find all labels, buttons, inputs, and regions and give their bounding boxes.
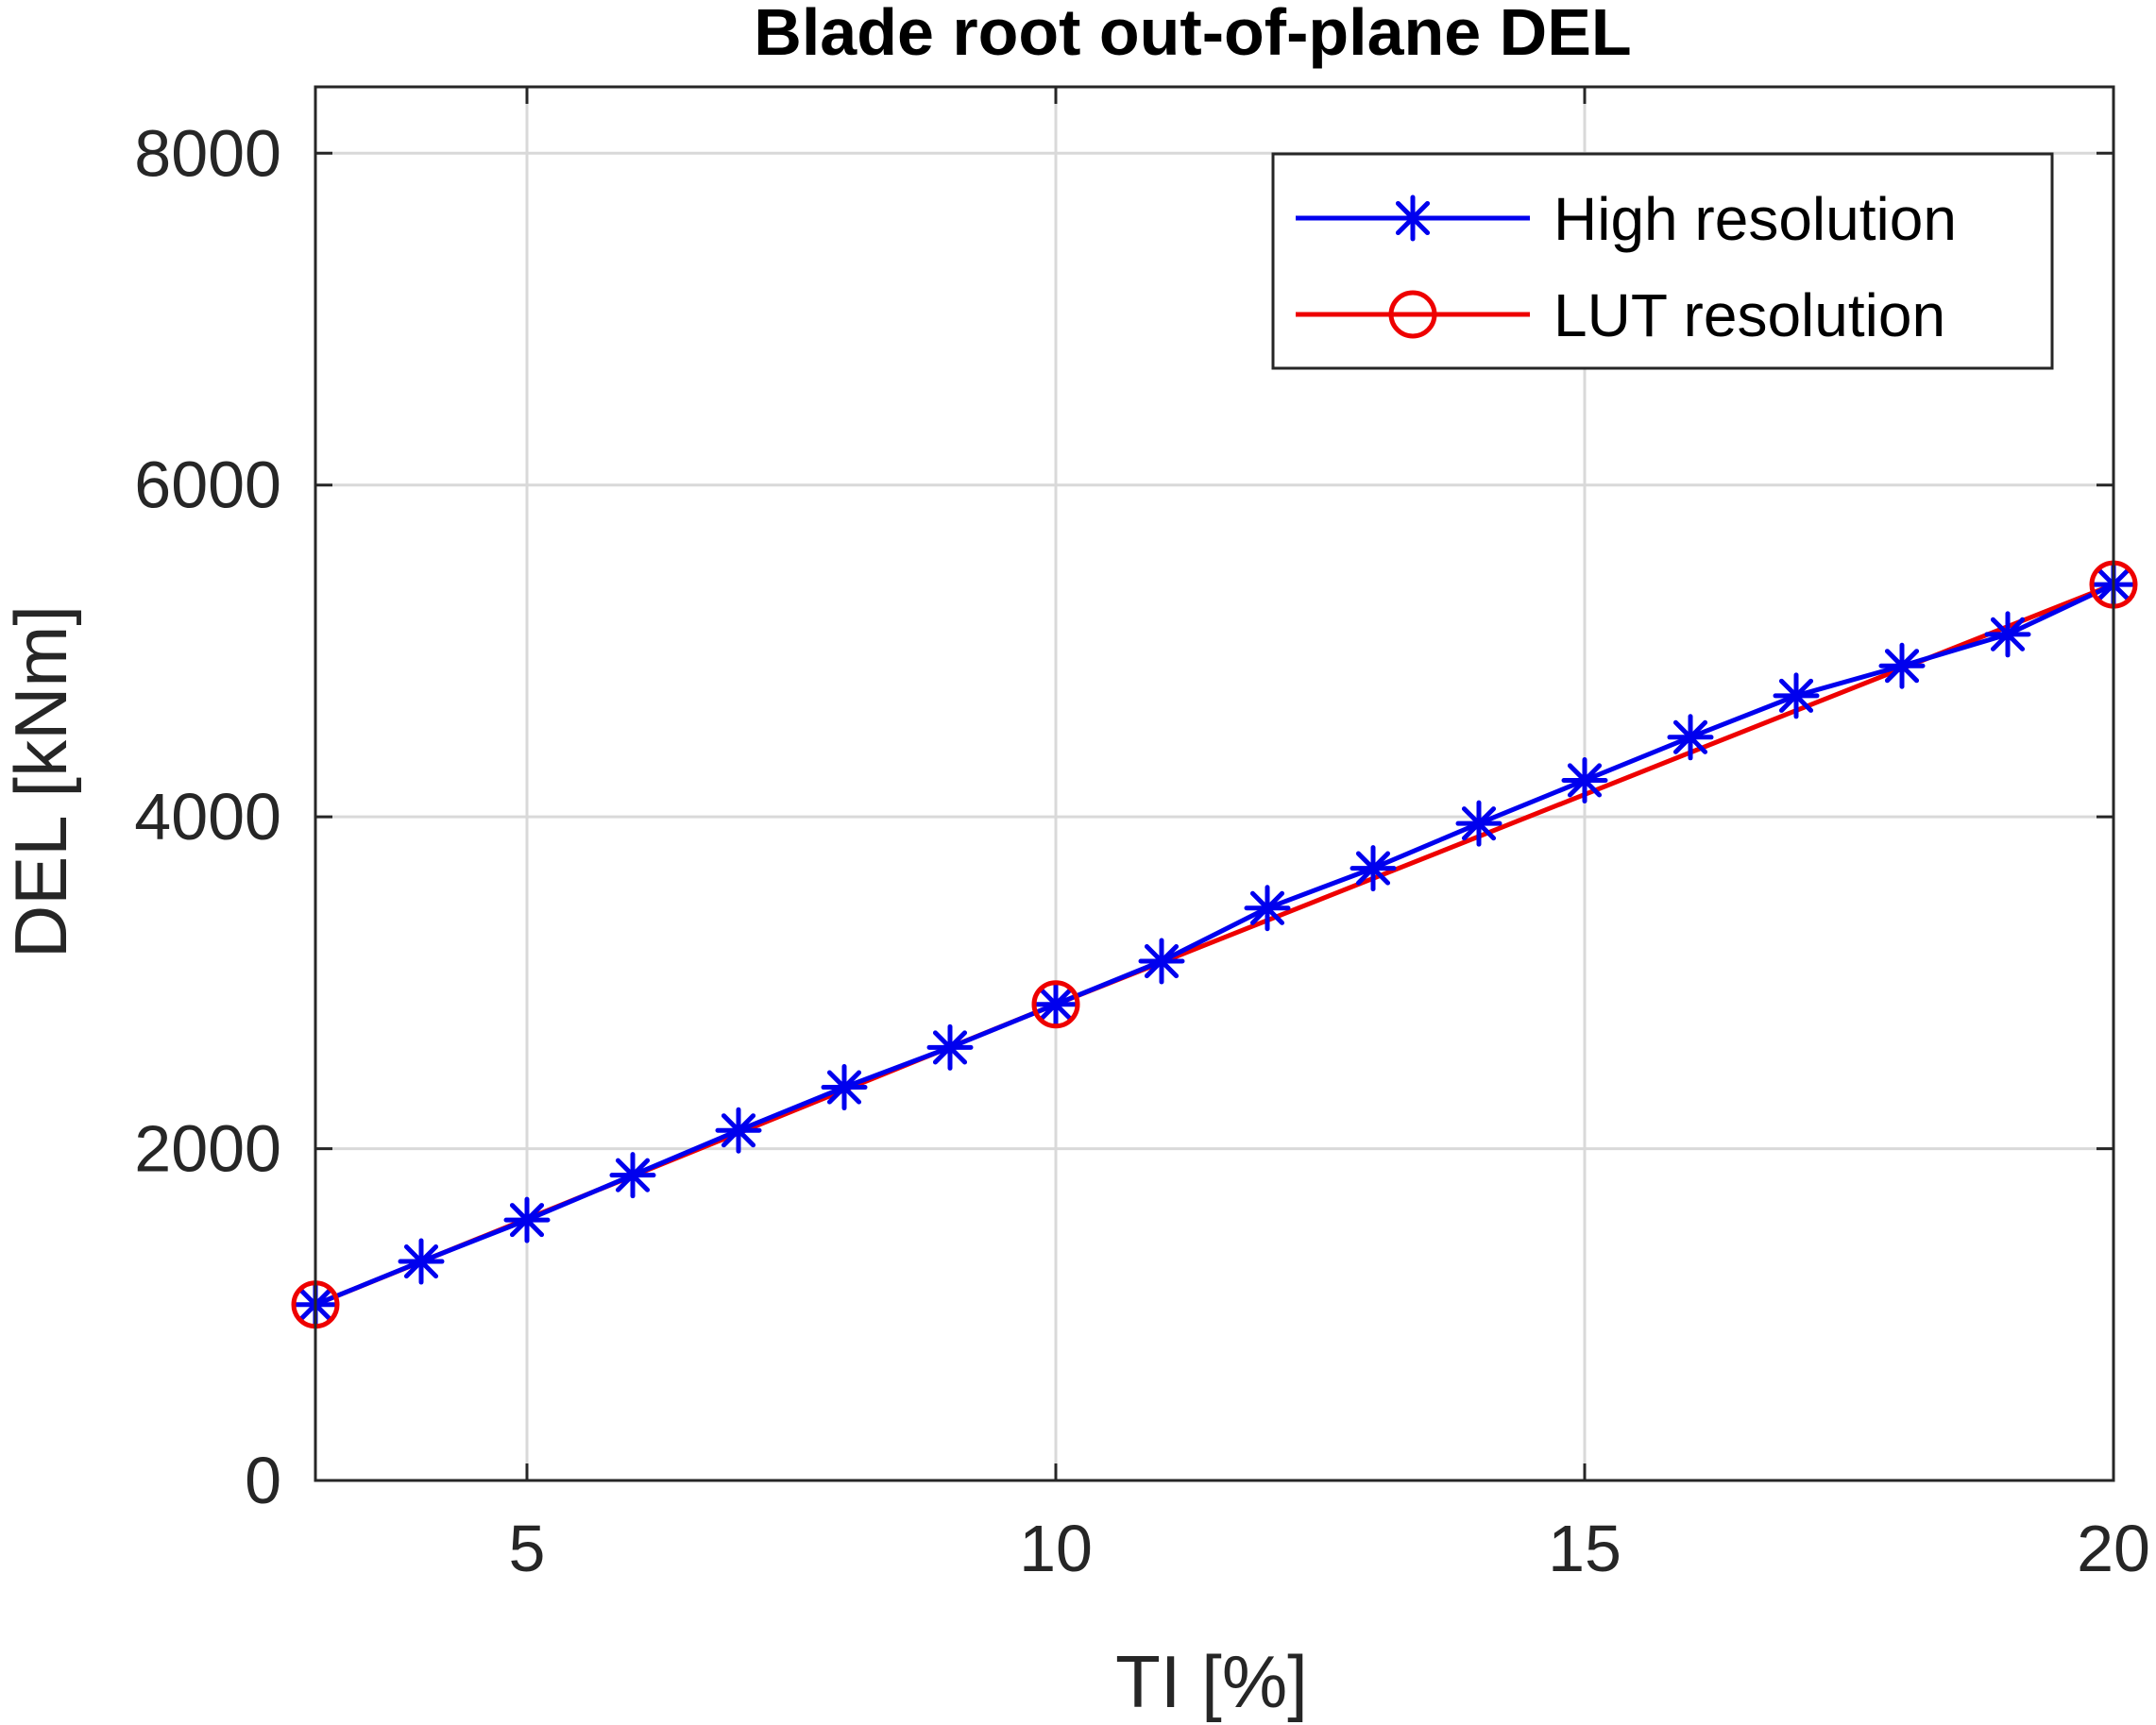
y-tick-label: 0	[245, 1444, 281, 1517]
asterisk-stroke	[1884, 649, 1920, 684]
data-point-high-resolution	[1244, 885, 1291, 932]
data-point-high-resolution	[821, 1064, 868, 1111]
legend-asterisk-icon	[1389, 194, 1436, 242]
asterisk-stroke	[826, 1070, 862, 1105]
data-point-high-resolution	[1455, 800, 1502, 847]
y-tick-label: 8000	[134, 116, 281, 190]
data-point-high-resolution	[1138, 938, 1185, 985]
data-point-high-resolution	[1350, 845, 1397, 892]
x-tick-label: 20	[2077, 1512, 2150, 1585]
data-point-high-resolution	[609, 1152, 656, 1199]
data-point-high-resolution	[715, 1107, 762, 1154]
data-point-high-resolution	[1878, 642, 1926, 689]
asterisk-stroke	[1395, 200, 1431, 236]
x-tick-label: 10	[1019, 1512, 1093, 1585]
y-tick-label: 4000	[134, 780, 281, 854]
plot-frame	[314, 85, 2115, 1482]
asterisk-stroke	[721, 1113, 756, 1148]
asterisk-stroke	[1461, 806, 1497, 841]
asterisk-stroke	[1990, 617, 2026, 651]
asterisk-stroke	[932, 1030, 968, 1065]
y-tick-label: 6000	[134, 448, 281, 522]
data-point-high-resolution	[1561, 756, 1608, 803]
legend-entry-high-resolution: High resolution	[1296, 185, 1957, 253]
asterisk-stroke	[1355, 851, 1391, 886]
asterisk-stroke	[1144, 943, 1180, 979]
data-point-high-resolution	[1667, 714, 1714, 761]
asterisk-stroke	[615, 1158, 651, 1192]
x-tick-label: 15	[1548, 1512, 1621, 1585]
legend-entry-lut-resolution: LUT resolution	[1296, 281, 1945, 349]
legend-circle-icon	[1388, 290, 1437, 339]
data-point-high-resolution	[503, 1196, 551, 1243]
asterisk-stroke	[1567, 763, 1603, 798]
y-tick-label: 2000	[134, 1112, 281, 1186]
x-axis-label: TI [%]	[1115, 1640, 1308, 1723]
asterisk-stroke	[1672, 719, 1708, 754]
asterisk-stroke	[1249, 890, 1285, 925]
x-tick-label: 5	[509, 1512, 546, 1585]
data-point-high-resolution	[1032, 981, 1079, 1028]
data-point-high-resolution	[1984, 611, 2031, 658]
y-axis-label: DEL [kNm]	[0, 605, 82, 958]
tick-labels: 5 10 15 20 0 2000 4000 6000 8000	[134, 116, 2150, 1585]
data-point-high-resolution	[1773, 672, 1820, 719]
legend-marker-high-resolution	[1389, 194, 1436, 242]
data-point-lut-resolution	[1031, 980, 1080, 1029]
asterisk-stroke	[1778, 678, 1814, 713]
legend-marker-lut-resolution	[1388, 290, 1437, 339]
asterisk-stroke	[403, 1244, 439, 1279]
legend-label-lut-resolution: LUT resolution	[1553, 281, 1945, 349]
data-point-high-resolution	[926, 1023, 974, 1071]
data-point-high-resolution	[398, 1238, 445, 1285]
legend: High resolution LUT resolution	[1271, 152, 2054, 370]
plot-series	[291, 560, 2138, 1329]
asterisk-stroke	[1038, 987, 1074, 1022]
series-line-high-resolution	[314, 582, 2115, 1308]
axes	[314, 85, 2115, 1482]
chart-title: Blade root out-of-plane DEL	[754, 0, 1631, 69]
asterisk-stroke	[509, 1203, 545, 1238]
legend-label-high-resolution: High resolution	[1553, 185, 1957, 253]
